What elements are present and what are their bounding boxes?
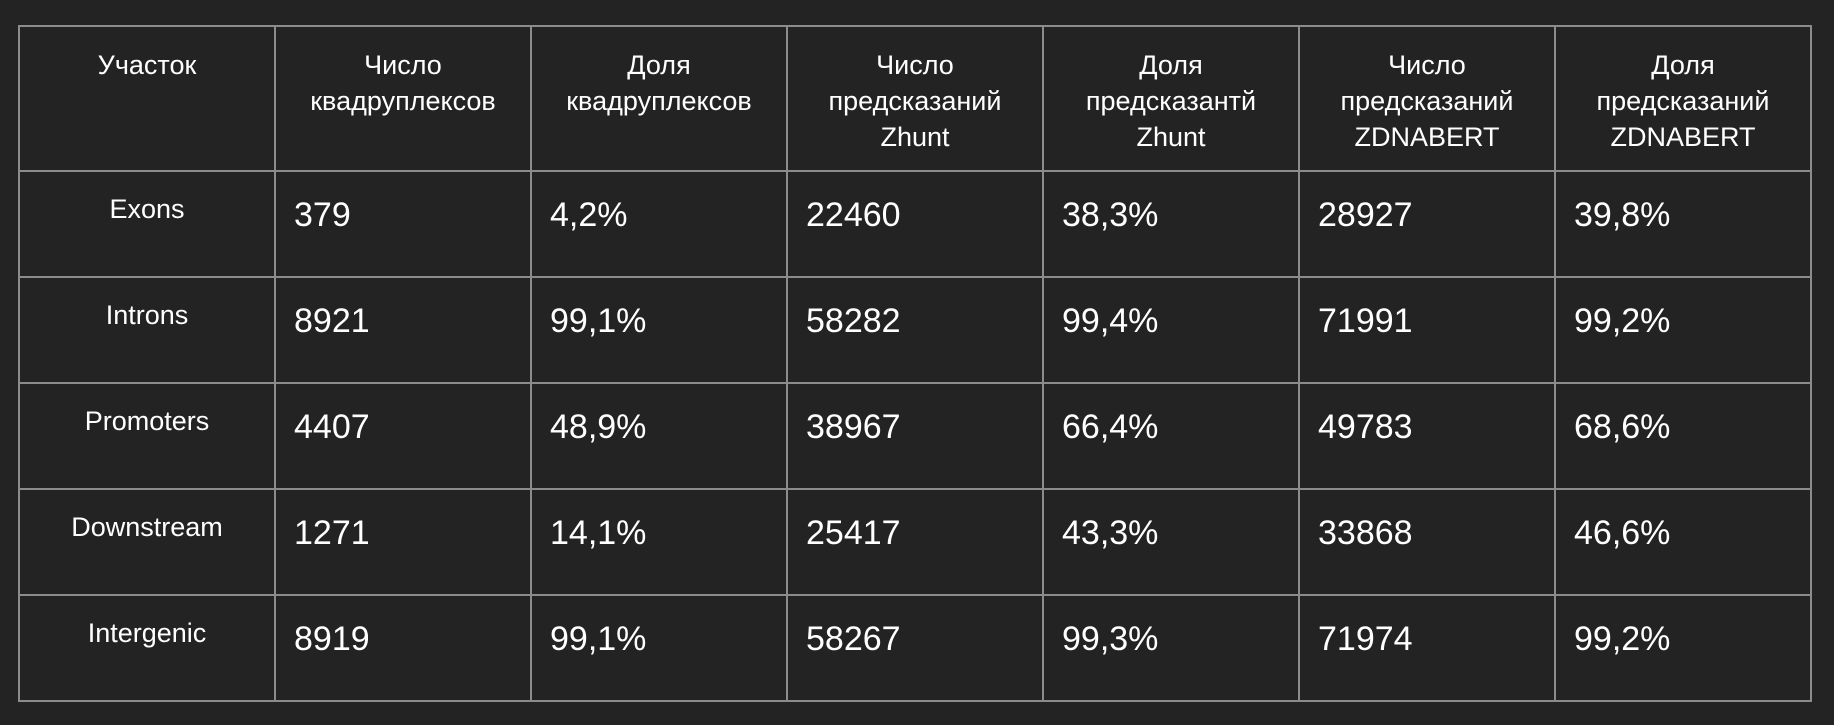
- header-cell-zdnabert-share: Доля предсказаний ZDNABERT: [1554, 25, 1812, 172]
- header-cell-region: Участок: [18, 25, 276, 172]
- table-row: Intergenic 8919 99,1% 58267 99,3% 71974 …: [18, 594, 1812, 702]
- row-label: Intergenic: [18, 594, 276, 702]
- table-cell: 99,4%: [1042, 276, 1300, 384]
- table-cell: 48,9%: [530, 382, 788, 490]
- header-cell-quadruplex-share: Доля квадруплексов: [530, 25, 788, 172]
- table-cell: 99,1%: [530, 594, 788, 702]
- table-cell: 25417: [786, 488, 1044, 596]
- row-label: Downstream: [18, 488, 276, 596]
- table-row: Exons 379 4,2% 22460 38,3% 28927 39,8%: [18, 170, 1812, 278]
- row-label: Promoters: [18, 382, 276, 490]
- table-cell: 379: [274, 170, 532, 278]
- row-label: Exons: [18, 170, 276, 278]
- header-row: Участок Число квадруплексов Доля квадруп…: [18, 25, 1812, 172]
- table-cell: 68,6%: [1554, 382, 1812, 490]
- table-cell: 22460: [786, 170, 1044, 278]
- table-row: Promoters 4407 48,9% 38967 66,4% 49783 6…: [18, 382, 1812, 490]
- header-cell-quadruplex-count: Число квадруплексов: [274, 25, 532, 172]
- table-cell: 99,3%: [1042, 594, 1300, 702]
- table-cell: 43,3%: [1042, 488, 1300, 596]
- table-cell: 38,3%: [1042, 170, 1300, 278]
- table-cell: 39,8%: [1554, 170, 1812, 278]
- table-row: Introns 8921 99,1% 58282 99,4% 71991 99,…: [18, 276, 1812, 384]
- header-cell-zhunt-count: Число предсказаний Zhunt: [786, 25, 1044, 172]
- table-cell: 99,2%: [1554, 276, 1812, 384]
- table-cell: 28927: [1298, 170, 1556, 278]
- table-cell: 71991: [1298, 276, 1556, 384]
- table-cell: 99,2%: [1554, 594, 1812, 702]
- table-cell: 66,4%: [1042, 382, 1300, 490]
- table-cell: 99,1%: [530, 276, 788, 384]
- header-cell-zdnabert-count: Число предсказаний ZDNABERT: [1298, 25, 1556, 172]
- table-cell: 38967: [786, 382, 1044, 490]
- table-cell: 58267: [786, 594, 1044, 702]
- table-cell: 14,1%: [530, 488, 788, 596]
- table-cell: 49783: [1298, 382, 1556, 490]
- table-cell: 71974: [1298, 594, 1556, 702]
- table-container: Участок Число квадруплексов Доля квадруп…: [18, 25, 1812, 702]
- table-cell: 4,2%: [530, 170, 788, 278]
- table-row: Downstream 1271 14,1% 25417 43,3% 33868 …: [18, 488, 1812, 596]
- table-cell: 46,6%: [1554, 488, 1812, 596]
- data-table: Участок Число квадруплексов Доля квадруп…: [18, 25, 1812, 702]
- table-cell: 8921: [274, 276, 532, 384]
- header-cell-zhunt-share: Доля предсказантй Zhunt: [1042, 25, 1300, 172]
- table-cell: 1271: [274, 488, 532, 596]
- table-cell: 33868: [1298, 488, 1556, 596]
- table-cell: 4407: [274, 382, 532, 490]
- table-cell: 58282: [786, 276, 1044, 384]
- table-cell: 8919: [274, 594, 532, 702]
- row-label: Introns: [18, 276, 276, 384]
